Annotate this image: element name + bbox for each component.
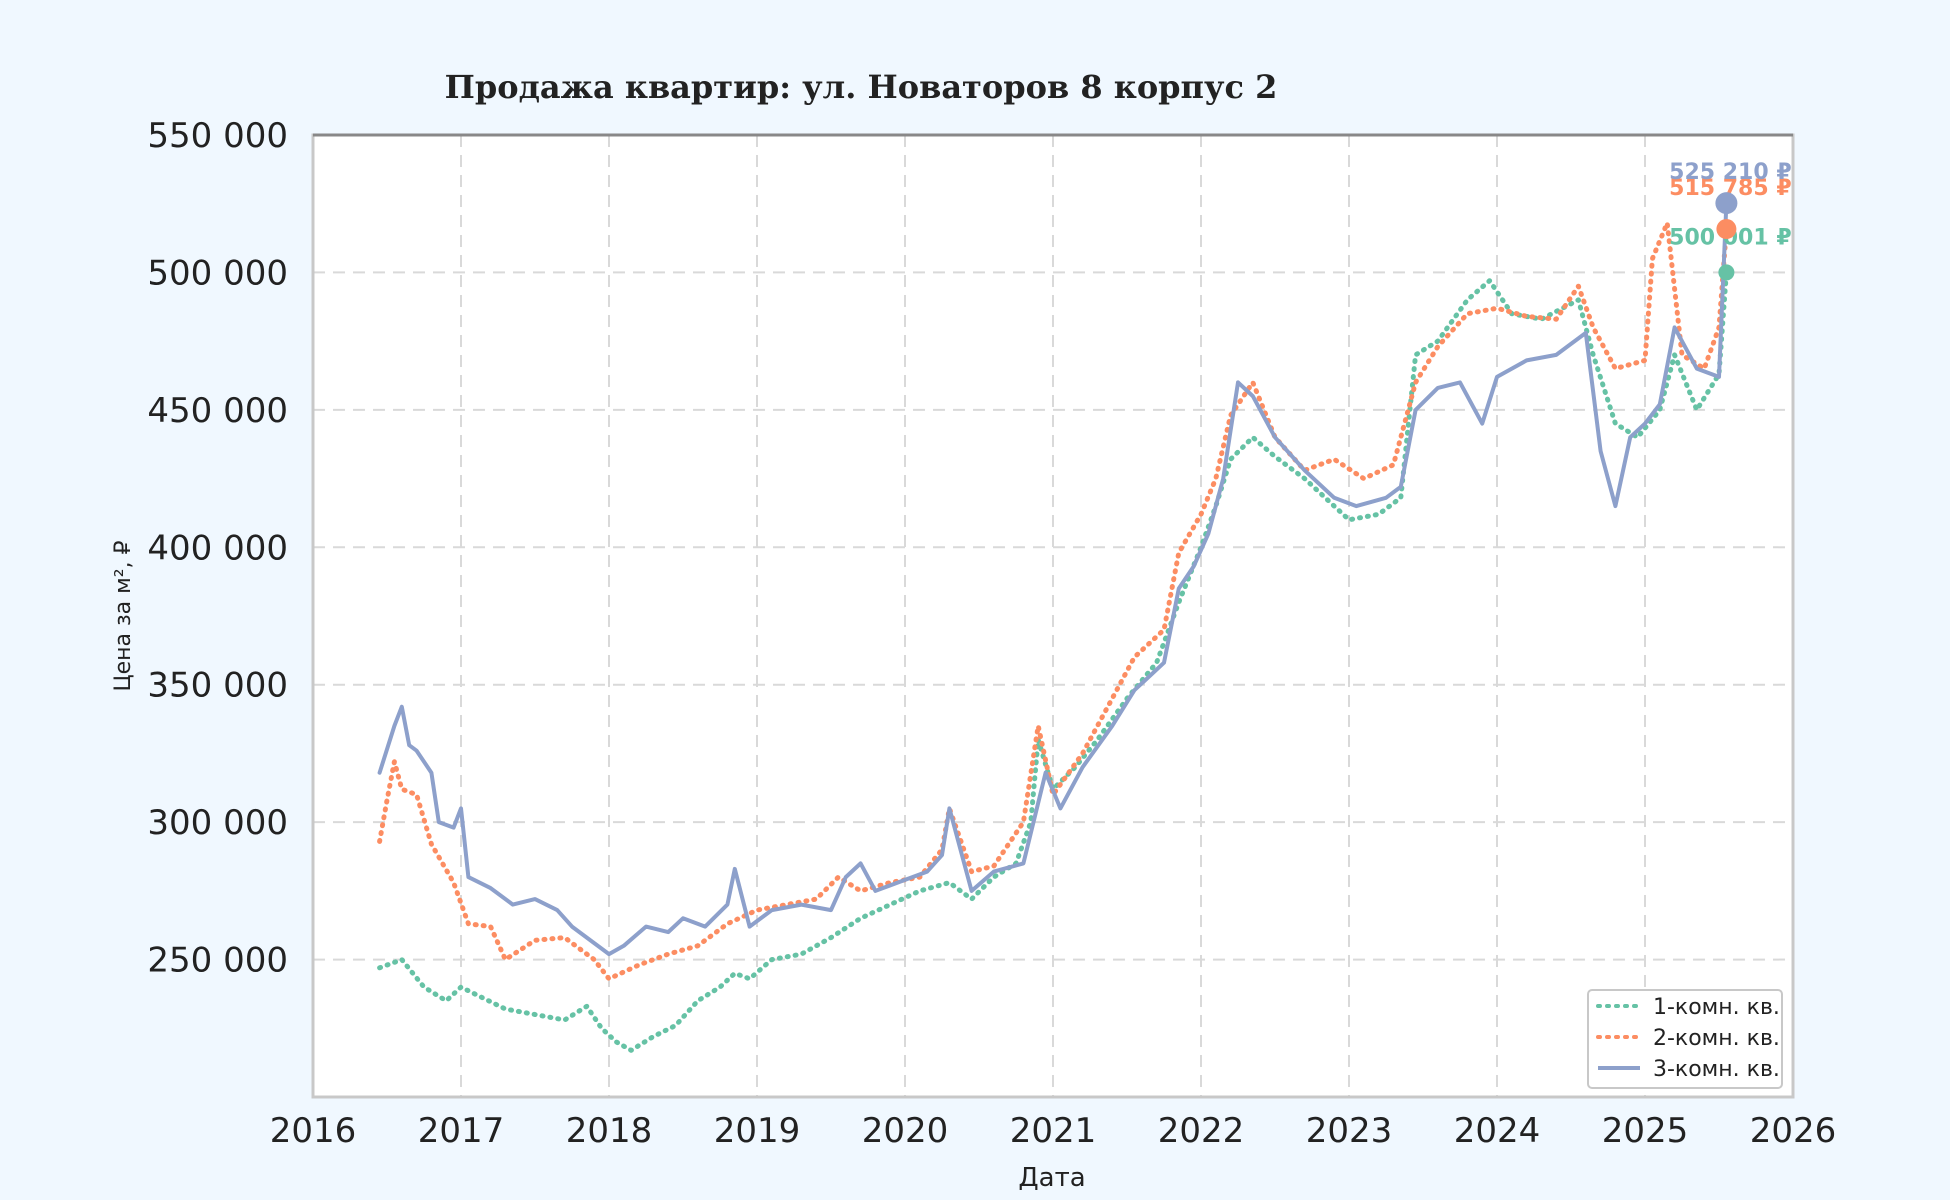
series-line-3-room: [377, 201, 1729, 957]
end-point-1-room: [1718, 264, 1735, 281]
x-tick-label: 2026: [1750, 1111, 1837, 1151]
end-value-label-3-room: 525 210 ₽: [1669, 160, 1791, 185]
y-tick-label: 300 000: [147, 803, 288, 843]
y-tick-label: 250 000: [147, 941, 288, 981]
x-axis-label: Дата: [1018, 1163, 1085, 1193]
end-point-3-room: [1715, 192, 1738, 215]
y-axis-label: Цена за м², ₽: [111, 540, 136, 691]
series-line-2-room: [377, 220, 1729, 982]
legend-label-3-room: 3-комн. кв.: [1653, 1057, 1780, 1082]
x-tick-label: 2025: [1602, 1111, 1689, 1151]
y-tick-label: 500 000: [147, 253, 288, 293]
x-tick-label: 2017: [418, 1111, 505, 1151]
legend-box: [1587, 989, 1783, 1089]
y-tick-label: 350 000: [147, 666, 288, 706]
chart-title: Продажа квартир: ул. Новаторов 8 корпус …: [445, 68, 1278, 106]
y-tick-label: 550 000: [147, 116, 288, 156]
x-tick-label: 2021: [1010, 1111, 1097, 1151]
y-tick-label: 400 000: [147, 528, 288, 568]
x-tick-label: 2020: [862, 1111, 949, 1151]
x-tick-label: 2018: [566, 1111, 653, 1151]
end-point-2-room: [1716, 219, 1737, 240]
x-tick-label: 2023: [1306, 1111, 1393, 1151]
series-layer: [377, 201, 1729, 1053]
end-markers: 500 001 ₽515 785 ₽525 210 ₽: [1669, 160, 1792, 281]
x-tick-label: 2019: [714, 1111, 801, 1151]
ticks: 2016 2017 2018 2019 2020 2021 2022 2023 2024 2025…: [147, 116, 1836, 1151]
legend: 1-комн. кв. 2-комн. кв. 3-комн. кв.: [1587, 989, 1783, 1089]
y-tick-label: 450 000: [147, 391, 288, 431]
x-tick-label: 2022: [1158, 1111, 1245, 1151]
legend-label-1-room: 1-комн. кв.: [1653, 995, 1780, 1020]
series-line-1-room: [377, 269, 1729, 1053]
x-tick-label: 2016: [270, 1111, 357, 1151]
legend-label-2-room: 2-комн. кв.: [1653, 1026, 1780, 1051]
x-tick-label: 2024: [1454, 1111, 1541, 1151]
